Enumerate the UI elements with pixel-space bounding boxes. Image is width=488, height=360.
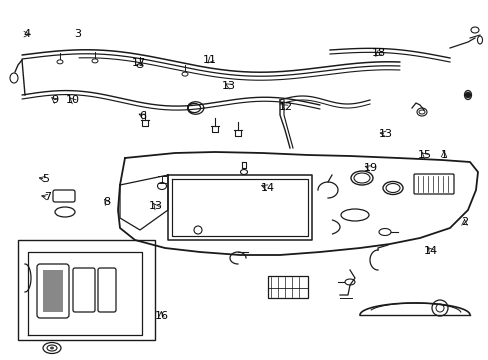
Bar xyxy=(43,270,63,312)
Text: 9: 9 xyxy=(51,95,58,105)
Text: 5: 5 xyxy=(42,174,49,184)
Text: 1: 1 xyxy=(440,150,447,160)
Text: 3: 3 xyxy=(74,29,81,39)
Text: 13: 13 xyxy=(379,129,392,139)
Bar xyxy=(18,240,155,340)
Text: 8: 8 xyxy=(103,197,110,207)
Ellipse shape xyxy=(50,346,54,350)
Text: 6: 6 xyxy=(139,111,146,121)
Text: 13: 13 xyxy=(222,81,235,91)
Text: 14: 14 xyxy=(261,183,274,193)
Circle shape xyxy=(465,93,469,98)
Text: 15: 15 xyxy=(417,150,430,160)
Text: 12: 12 xyxy=(279,102,292,112)
Text: 14: 14 xyxy=(424,246,437,256)
Text: 10: 10 xyxy=(65,95,79,105)
Text: 7: 7 xyxy=(44,192,51,202)
Text: 11: 11 xyxy=(203,55,217,66)
Text: 13: 13 xyxy=(148,201,162,211)
Text: 2: 2 xyxy=(460,217,467,228)
Text: 17: 17 xyxy=(132,58,146,68)
Text: 19: 19 xyxy=(363,163,377,174)
Text: 18: 18 xyxy=(371,48,385,58)
Bar xyxy=(267,276,307,298)
Text: 4: 4 xyxy=(23,29,30,39)
Text: 16: 16 xyxy=(154,311,168,321)
